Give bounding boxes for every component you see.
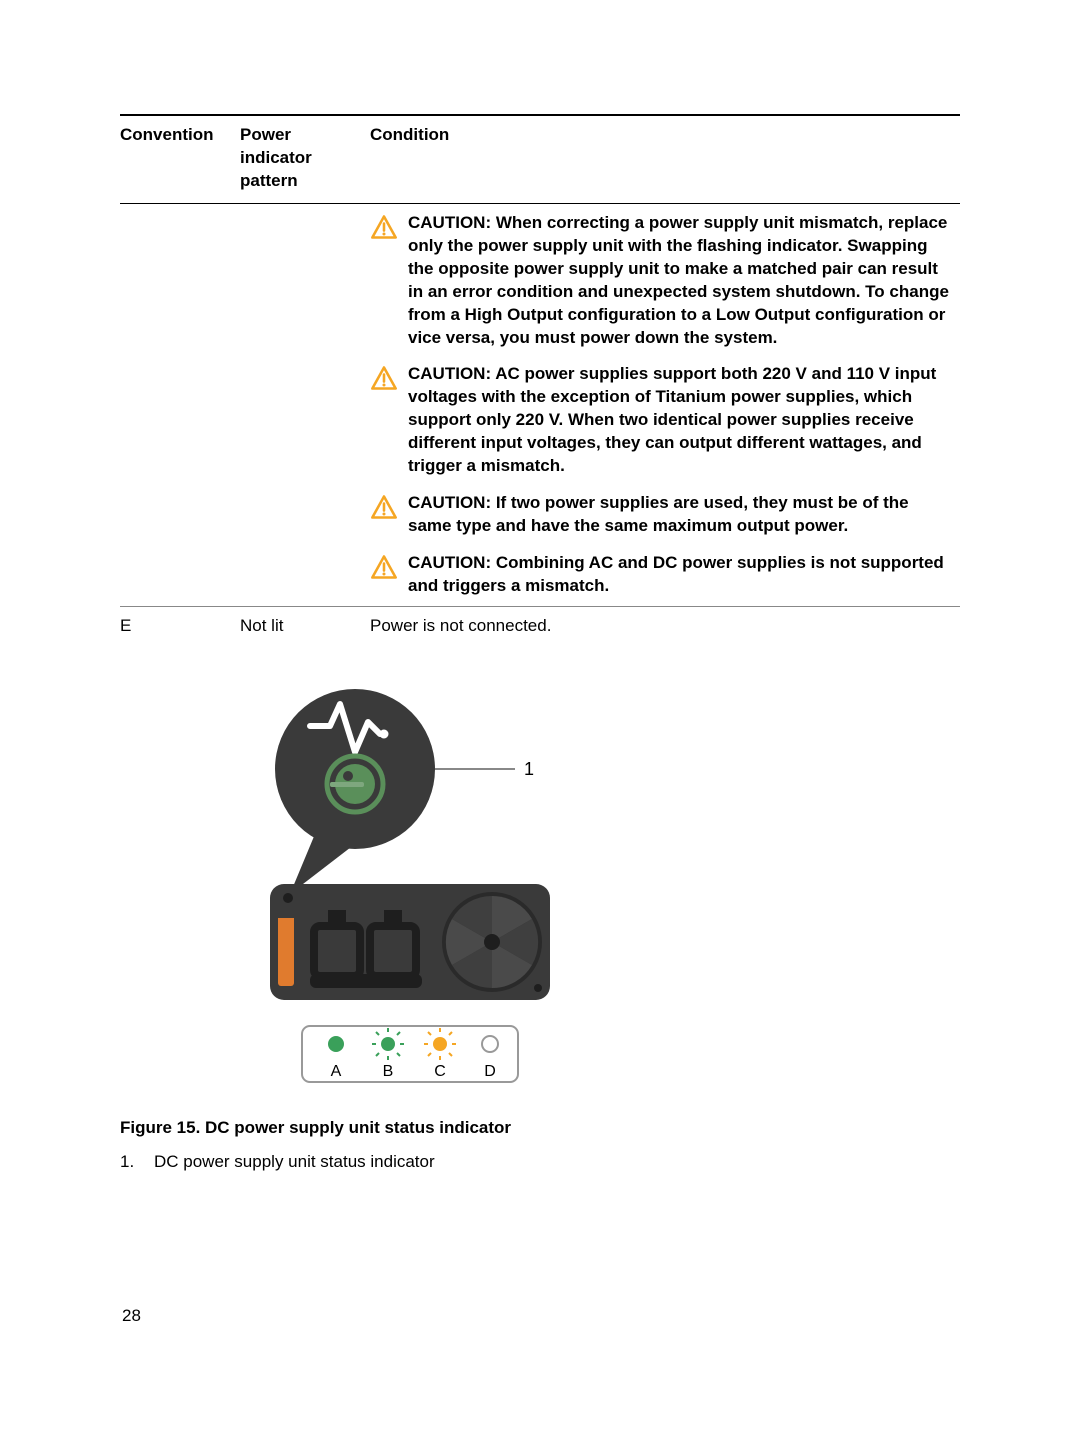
legend-text: DC power supply unit status indicator [154, 1152, 435, 1172]
cell-condition: Power is not connected. [370, 606, 960, 645]
caution-block: CAUTION: Combining AC and DC power suppl… [370, 552, 954, 598]
caution-text: CAUTION: AC power supplies support both … [408, 363, 954, 478]
caution-icon [370, 364, 398, 392]
page-number: 28 [122, 1306, 141, 1326]
svg-text:B: B [383, 1063, 394, 1080]
caution-text: CAUTION: Combining AC and DC power suppl… [408, 552, 954, 598]
caution-block: CAUTION: When correcting a power supply … [370, 212, 954, 350]
indicator-table: Convention Power indicator pattern Condi… [120, 114, 960, 646]
th-pattern: Power indicator pattern [240, 115, 370, 203]
psu-diagram: 1 [260, 674, 620, 1094]
th-convention: Convention [120, 115, 240, 203]
caution-text: CAUTION: If two power supplies are used,… [408, 492, 954, 538]
cell-pattern: Not lit [240, 606, 370, 645]
callout-label: 1 [524, 759, 534, 779]
table-row: CAUTION: When correcting a power supply … [120, 203, 960, 606]
cell-convention: E [120, 606, 240, 645]
table-row: E Not lit Power is not connected. [120, 606, 960, 645]
caution-block: CAUTION: If two power supplies are used,… [370, 492, 954, 538]
caution-text: CAUTION: When correcting a power supply … [408, 212, 954, 350]
th-condition: Condition [370, 115, 960, 203]
svg-text:A: A [331, 1063, 342, 1080]
figure-legend: 1. DC power supply unit status indicator [120, 1152, 435, 1172]
caution-icon [370, 553, 398, 581]
caution-block: CAUTION: AC power supplies support both … [370, 363, 954, 478]
svg-text:C: C [434, 1063, 446, 1080]
figure: 1 [120, 674, 960, 1172]
caution-icon [370, 493, 398, 521]
legend-number: 1. [120, 1152, 154, 1172]
caution-icon [370, 213, 398, 241]
figure-caption: Figure 15. DC power supply unit status i… [120, 1118, 511, 1138]
svg-text:D: D [484, 1063, 496, 1080]
